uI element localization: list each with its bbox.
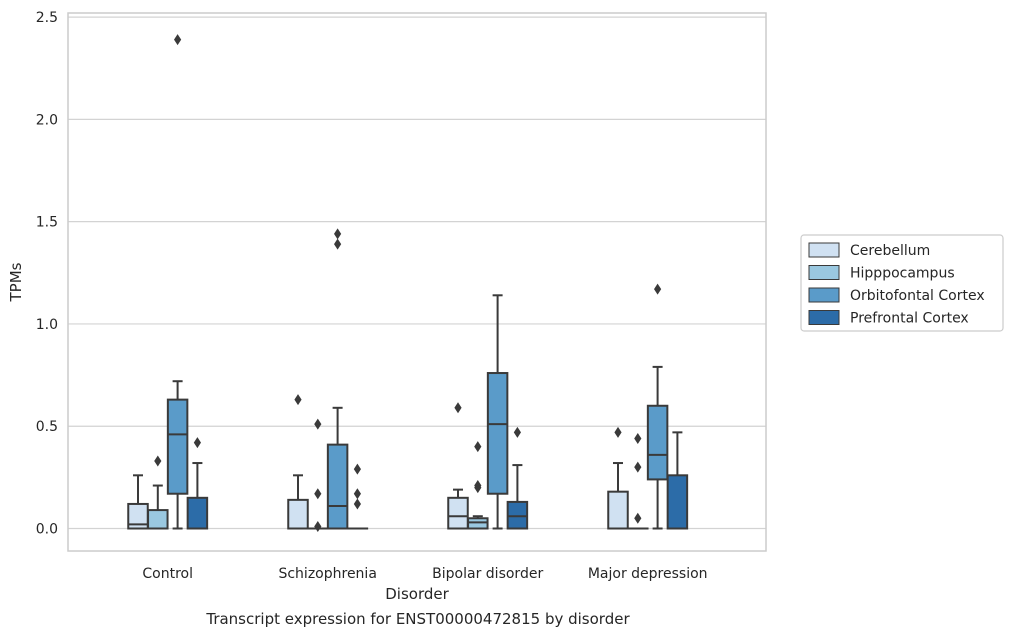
y-tick-label: 1.5 (36, 215, 58, 231)
box-iqr (287, 498, 309, 530)
outlier-point (334, 228, 342, 240)
box-cerebellum (287, 394, 309, 530)
outlier-point (314, 418, 322, 430)
box-orbitofontal-cortex (486, 294, 509, 530)
y-tick-label: 0.0 (36, 521, 58, 537)
box-iqr (666, 474, 689, 530)
outlier-point (314, 520, 322, 532)
legend-label: Prefrontal Cortex (850, 311, 969, 327)
outlier-point (353, 488, 361, 500)
y-tick-label: 2.5 (36, 10, 58, 26)
legend-swatch (808, 242, 840, 258)
y-axis-label: TPMs (7, 262, 25, 302)
legend-swatch (808, 287, 840, 303)
legend-swatch (808, 265, 840, 280)
box-hipppocampus (467, 441, 489, 530)
box-iqr (147, 509, 169, 530)
outlier-point (513, 426, 521, 438)
box-prefrontal-cortex (666, 431, 689, 530)
x-tick-label: Control (142, 566, 193, 582)
x-tick-label: Major depression (588, 566, 708, 582)
boxes (127, 34, 689, 532)
outlier-point (634, 432, 642, 444)
outlier-point (193, 437, 201, 449)
y-tick-label: 2.0 (36, 112, 58, 128)
x-tick-label: Schizophrenia (278, 566, 376, 582)
outlier-point (454, 402, 462, 414)
y-tick-label: 1.0 (36, 317, 58, 333)
outlier-point (474, 480, 482, 492)
legend-label: Hipppocampus (850, 266, 955, 282)
box-iqr (186, 496, 209, 530)
box-orbitofontal-cortex (646, 283, 669, 530)
outlier-point (314, 488, 322, 500)
outlier-point (353, 498, 361, 510)
outlier-point (654, 283, 662, 295)
outlier-point (294, 394, 302, 406)
box-iqr (467, 517, 489, 530)
box-hipppocampus (147, 455, 169, 530)
legend-box (800, 234, 1004, 332)
outlier-point (154, 455, 162, 467)
box-hipppocampus (307, 418, 329, 532)
box-iqr (486, 372, 509, 495)
box-iqr (646, 404, 669, 481)
outlier-point (634, 512, 642, 524)
box-iqr (607, 490, 629, 530)
box-cerebellum (447, 402, 469, 530)
outlier-point (614, 426, 622, 438)
outlier-point (353, 463, 361, 475)
legend-swatch (808, 310, 840, 325)
legend: Cerebellum Hipppocampus Orbitofontal Corte… (800, 234, 1004, 332)
axes-frame (67, 12, 767, 552)
y-tick-labels: 0.0 0.5 1.0 1.5 2.0 2.5 (36, 10, 58, 537)
box-cerebellum (607, 426, 629, 530)
outlier-point (634, 461, 642, 473)
legend-label: Cerebellum (850, 243, 930, 259)
box-iqr (166, 398, 189, 495)
x-tick-label: Bipolar disorder (432, 566, 543, 582)
outlier-point (334, 238, 342, 250)
legend-label: Orbitofontal Cortex (850, 288, 985, 304)
box-iqr (447, 496, 469, 530)
chart-caption: Transcript expression for ENST0000047281… (206, 610, 630, 628)
x-tick-labels: Control Schizophrenia Bipolar disorder Majo… (142, 566, 707, 582)
y-tick-label: 0.5 (36, 419, 58, 435)
box-orbitofontal-cortex (166, 34, 189, 530)
outlier-point (474, 441, 482, 453)
box-prefrontal-cortex (186, 437, 209, 530)
box-iqr (506, 500, 529, 530)
outlier-point (174, 34, 182, 46)
x-axis-label: Disorder (385, 585, 449, 603)
box-prefrontal-cortex (346, 463, 369, 530)
plot-frame (67, 12, 767, 552)
box-hipppocampus (627, 432, 649, 530)
box-cerebellum (127, 474, 149, 530)
box-prefrontal-cortex (506, 426, 529, 530)
box-iqr (326, 443, 349, 530)
box-orbitofontal-cortex (326, 228, 349, 530)
